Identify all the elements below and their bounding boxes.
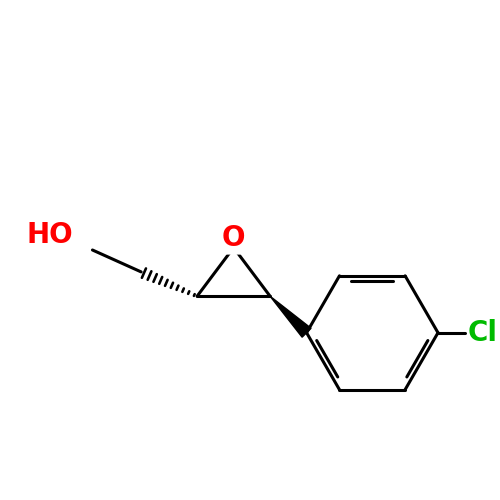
Text: HO: HO <box>26 222 73 250</box>
Text: Cl: Cl <box>467 318 497 346</box>
Text: O: O <box>222 224 246 252</box>
Polygon shape <box>270 296 311 337</box>
